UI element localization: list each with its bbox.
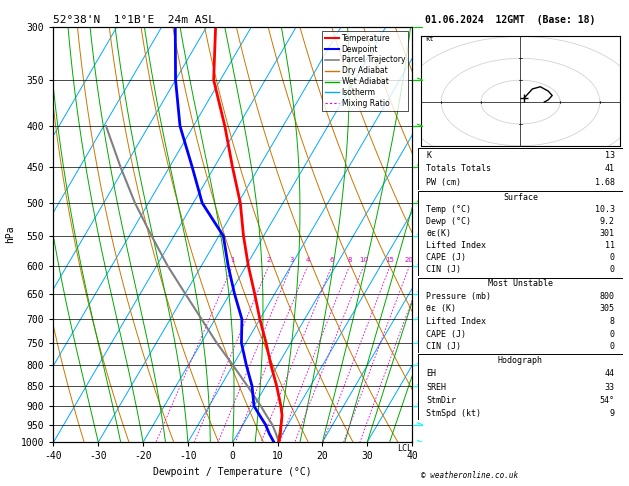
Text: 0: 0 [610,253,615,262]
Text: 52°38'N  1°1B'E  24m ASL: 52°38'N 1°1B'E 24m ASL [53,15,216,25]
Text: CAPE (J): CAPE (J) [426,253,467,262]
X-axis label: Dewpoint / Temperature (°C): Dewpoint / Temperature (°C) [153,467,312,477]
Text: CAPE (J): CAPE (J) [426,330,467,339]
Text: StmSpd (kt): StmSpd (kt) [426,409,481,418]
Text: 0: 0 [610,342,615,351]
Text: Temp (°C): Temp (°C) [426,205,472,214]
Text: 800: 800 [599,292,615,301]
Text: K: K [426,151,431,159]
Text: 6: 6 [330,257,334,262]
Text: Totals Totals: Totals Totals [426,164,491,174]
Text: 10.3: 10.3 [594,205,615,214]
Text: 54°: 54° [599,396,615,405]
Text: 33: 33 [604,382,615,392]
Text: Most Unstable: Most Unstable [488,279,553,288]
Text: θε (K): θε (K) [426,304,457,313]
Text: 0: 0 [610,330,615,339]
Text: CIN (J): CIN (J) [426,342,462,351]
Text: 20: 20 [405,257,414,262]
Text: 10: 10 [359,257,368,262]
Text: 01.06.2024  12GMT  (Base: 18): 01.06.2024 12GMT (Base: 18) [425,15,595,25]
Text: Surface: Surface [503,192,538,202]
Text: StmDir: StmDir [426,396,457,405]
Text: 1.68: 1.68 [594,178,615,187]
Legend: Temperature, Dewpoint, Parcel Trajectory, Dry Adiabat, Wet Adiabat, Isotherm, Mi: Temperature, Dewpoint, Parcel Trajectory… [322,31,408,111]
Text: PW (cm): PW (cm) [426,178,462,187]
Text: 305: 305 [599,304,615,313]
Text: 15: 15 [386,257,394,262]
Text: 9.2: 9.2 [599,217,615,226]
Y-axis label: km
ASL: km ASL [430,227,449,242]
Text: Hodograph: Hodograph [498,356,543,365]
Text: θε(K): θε(K) [426,229,452,238]
Text: 9: 9 [610,409,615,418]
Text: 2: 2 [267,257,271,262]
Text: SREH: SREH [426,382,447,392]
Text: LCL: LCL [397,444,412,453]
Text: 44: 44 [604,369,615,379]
Text: 4: 4 [306,257,310,262]
Text: 301: 301 [599,229,615,238]
Text: 11: 11 [604,241,615,250]
Text: 1: 1 [230,257,235,262]
Text: Lifted Index: Lifted Index [426,241,486,250]
Text: 13: 13 [604,151,615,159]
Text: kt: kt [425,36,434,42]
Text: Dewp (°C): Dewp (°C) [426,217,472,226]
Text: © weatheronline.co.uk: © weatheronline.co.uk [421,471,518,480]
Text: 3: 3 [289,257,293,262]
Y-axis label: hPa: hPa [6,226,15,243]
Text: Lifted Index: Lifted Index [426,317,486,326]
Text: 8: 8 [347,257,352,262]
Text: 41: 41 [604,164,615,174]
Text: EH: EH [426,369,437,379]
Text: Pressure (mb): Pressure (mb) [426,292,491,301]
Text: 0: 0 [610,265,615,275]
Text: 8: 8 [610,317,615,326]
Text: CIN (J): CIN (J) [426,265,462,275]
